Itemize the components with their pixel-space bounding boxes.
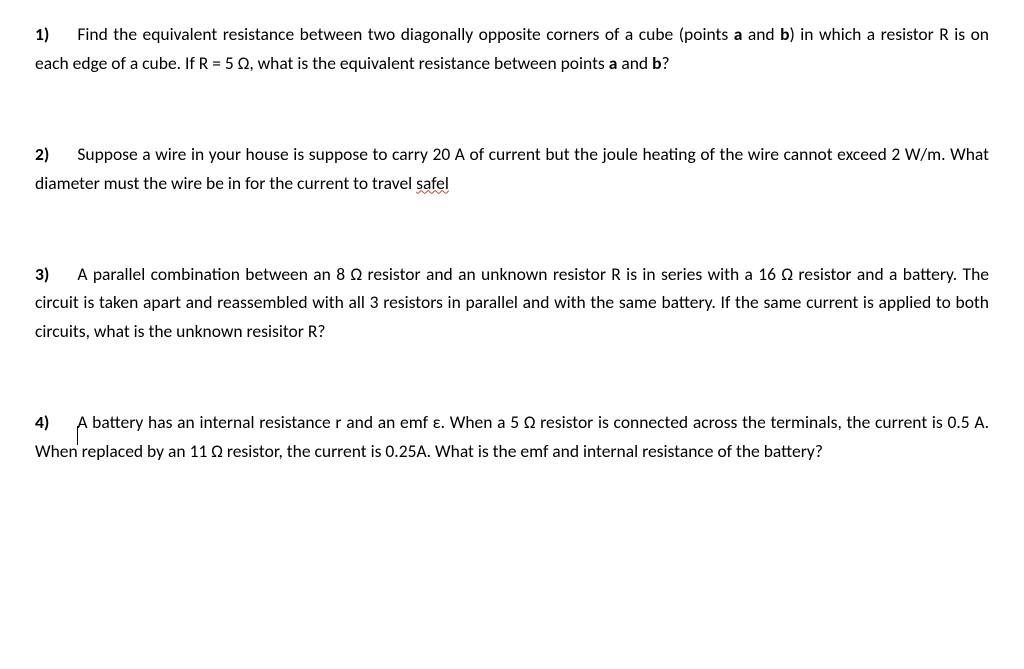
problem-text: ? (661, 52, 669, 74)
problem-number: 1) (35, 23, 49, 45)
problem-1: 1) Find the equivalent resistance between… (35, 20, 989, 78)
problem-3: 3)A parallel combination between an 8 Ω … (35, 260, 989, 347)
problem-text: and (617, 52, 652, 74)
problem-number: 3) (35, 263, 49, 285)
spelling-error: safel (416, 172, 449, 194)
problem-text: and (742, 23, 780, 45)
point-b: b (780, 23, 789, 45)
problem-number: 4) (35, 411, 49, 433)
problem-4: 4)A battery has an internal resistance r… (35, 408, 989, 466)
problem-2: 2)Suppose a wire in your house is suppos… (35, 140, 989, 198)
problem-text: Suppose a wire in your house is suppose … (35, 143, 989, 194)
problem-number: 2) (35, 143, 49, 165)
problem-text: A parallel combination between an 8 Ω re… (35, 263, 989, 343)
problem-text: Find the equivalent resistance between t… (77, 23, 733, 45)
problem-text: A battery has an internal resistance r a… (35, 411, 989, 462)
